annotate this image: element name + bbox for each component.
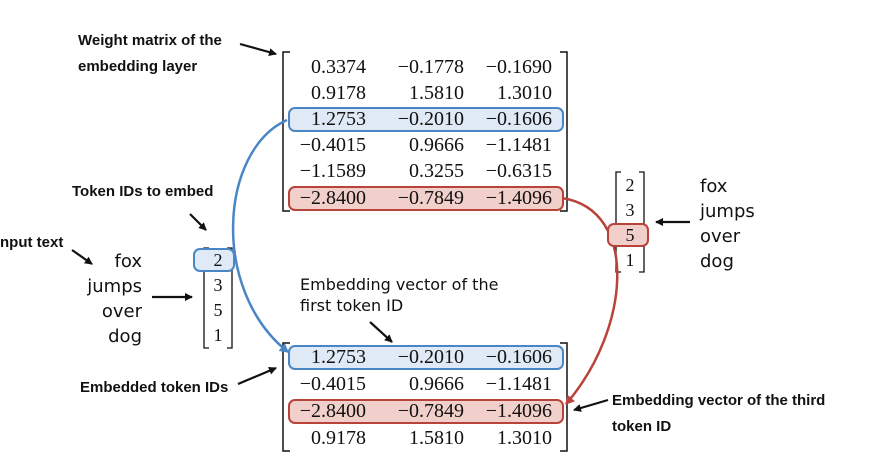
input-word: fox xyxy=(700,176,728,197)
embedded-cell: 1.5810 xyxy=(409,427,464,449)
embedded-cell: −0.2010 xyxy=(397,346,464,368)
first-vector-note: Embedding vector of the first token ID xyxy=(300,274,498,316)
input-word: fox xyxy=(114,251,142,272)
third-vector-caption-line1: Embedding vector of the third xyxy=(612,392,826,409)
embedded-cell: −1.4096 xyxy=(485,400,552,422)
weight-matrix-caption-line2: embedding layer xyxy=(78,58,198,75)
blue-lookup-curve xyxy=(231,118,289,353)
input-word: dog xyxy=(700,251,734,272)
embedded-row-highlight-blue xyxy=(288,345,564,370)
input-word: over xyxy=(700,226,741,247)
weight-matrix-right-bracket xyxy=(560,51,568,212)
input-word: jumps xyxy=(87,276,142,297)
token-ids-right-bracket-l xyxy=(615,171,621,273)
weight-matrix-pointer xyxy=(239,42,277,56)
token-id-highlight-blue xyxy=(193,248,235,272)
input-word: over xyxy=(101,301,142,322)
matrix-cell: −2.8400 xyxy=(299,187,366,209)
input-word: jumps xyxy=(700,201,755,222)
matrix-cell: 0.3255 xyxy=(409,160,464,182)
embedded-cell: 0.9666 xyxy=(409,373,464,395)
input-word: dog xyxy=(108,326,142,347)
matrix-cell: −0.7849 xyxy=(397,187,464,209)
embedded-cell: −0.1606 xyxy=(485,346,552,368)
weight-matrix-caption-line1: Weight matrix of the xyxy=(78,32,222,49)
matrix-cell: −0.2010 xyxy=(397,108,464,130)
matrix-cell: −1.4096 xyxy=(485,187,552,209)
input-text-caption: nput text xyxy=(0,234,64,251)
token-id: 2 xyxy=(213,250,223,270)
matrix-cell: −1.1481 xyxy=(485,134,552,156)
embedded-cell: −1.1481 xyxy=(485,373,552,395)
matrix-cell: −0.1606 xyxy=(485,108,552,130)
embedded-row-highlight-red xyxy=(288,399,564,424)
embedded-ids-caption: Embedded token IDs xyxy=(80,379,229,396)
matrix-cell: 1.5810 xyxy=(409,82,464,104)
red-lookup-curve xyxy=(561,196,619,405)
embedded-cell: −2.8400 xyxy=(299,400,366,422)
first-vector-pointer xyxy=(369,321,393,343)
third-vector-pointer xyxy=(573,398,609,412)
token-id: 1 xyxy=(625,250,635,270)
token-id-highlight-red xyxy=(607,223,649,247)
weight-matrix-left-bracket xyxy=(282,51,290,212)
token-ids-pointer xyxy=(189,213,207,231)
matrix-cell: −0.4015 xyxy=(299,134,366,156)
input-text-pointer xyxy=(71,249,93,265)
token-id: 3 xyxy=(625,200,635,220)
matrix-cell: 0.9666 xyxy=(409,134,464,156)
token-id: 3 xyxy=(213,275,223,295)
third-vector-caption: Embedding vector of the third token ID xyxy=(612,388,825,440)
embedded-cell: 1.2753 xyxy=(311,346,366,368)
matrix-cell: −0.1778 xyxy=(397,56,464,78)
token-ids-right-bracket-r xyxy=(639,171,645,273)
embedded-cell: 0.9178 xyxy=(311,427,366,449)
third-vector-caption-line2: token ID xyxy=(612,418,672,435)
token-id: 5 xyxy=(625,225,635,245)
embedded-cell: 1.3010 xyxy=(497,427,552,449)
weight-row-highlight-red xyxy=(288,186,564,211)
matrix-cell: 1.3010 xyxy=(497,82,552,104)
embedded-cell: −0.4015 xyxy=(299,373,366,395)
first-vector-note-line2: first token ID xyxy=(300,296,404,315)
matrix-cell: −0.6315 xyxy=(485,160,552,182)
matrix-cell: −0.1690 xyxy=(485,56,552,78)
matrix-cell: 1.2753 xyxy=(311,108,366,130)
matrix-cell: 0.3374 xyxy=(311,56,366,78)
weight-matrix-caption: Weight matrix of the embedding layer xyxy=(78,28,222,80)
embedded-ids-pointer xyxy=(237,366,277,386)
token-id: 2 xyxy=(625,175,635,195)
matrix-cell: 0.9178 xyxy=(311,82,366,104)
matrix-cell: −1.1589 xyxy=(299,160,366,182)
token-id: 5 xyxy=(213,300,223,320)
token-id: 1 xyxy=(213,325,223,345)
embedded-matrix-left-bracket xyxy=(282,342,290,452)
first-vector-note-line1: Embedding vector of the xyxy=(300,275,499,294)
token-ids-caption: Token IDs to embed xyxy=(72,183,214,200)
weight-row-highlight-blue xyxy=(288,107,564,132)
embedded-cell: −0.7849 xyxy=(397,400,464,422)
